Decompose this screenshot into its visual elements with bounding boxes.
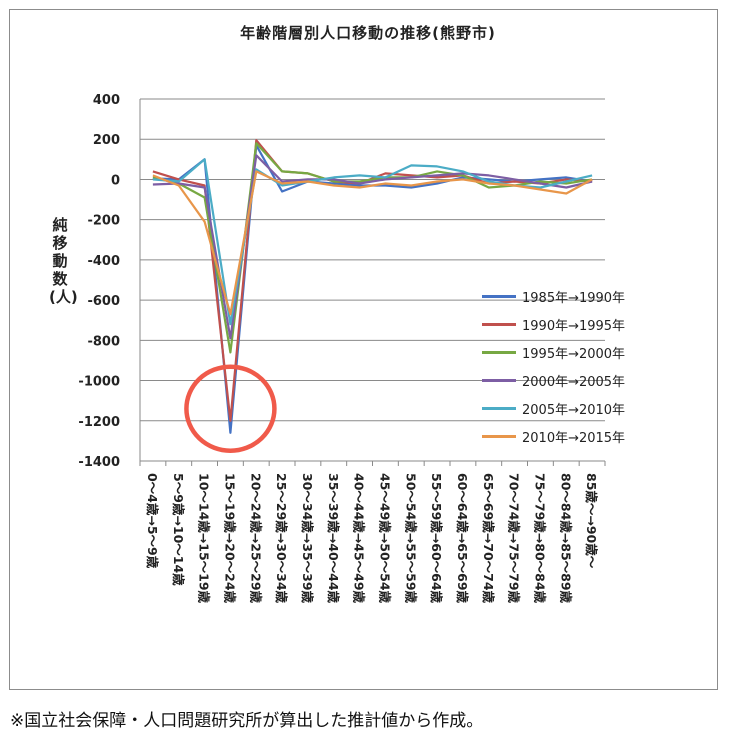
- legend-label: 2000年→2005年: [522, 374, 626, 390]
- y-tick-label: -1000: [78, 375, 120, 390]
- x-tick-label: 10～14歳→15～19歳: [197, 473, 212, 604]
- legend-swatch: [482, 406, 516, 410]
- x-tick-label: 0～4歳→5～9歳: [145, 473, 160, 569]
- legend-item: 2010年→2015年: [482, 422, 682, 450]
- legend-item: 2005年→2010年: [482, 394, 682, 422]
- legend-label: 1985年→1990年: [522, 290, 626, 306]
- legend-item: 1995年→2000年: [482, 338, 682, 366]
- legend-item: 1990年→1995年: [482, 310, 682, 338]
- x-tick-label: 5～9歳→10～14歳: [171, 473, 186, 586]
- chart-title: 年齢階層別人口移動の推移(熊野市): [240, 24, 496, 42]
- legend-label: 2005年→2010年: [522, 402, 626, 418]
- legend-swatch: [482, 434, 516, 438]
- y-tick-label: -600: [87, 294, 120, 309]
- x-tick-label: 80～84歳→85～89歳: [558, 473, 573, 604]
- y-tick-label: 400: [93, 93, 120, 108]
- x-tick-label: 65～69歳→70～74歳: [481, 473, 496, 604]
- legend-item: 1985年→1990年: [482, 282, 682, 310]
- x-tick-label: 70～74歳→75～79歳: [507, 473, 522, 604]
- y-tick-label: -400: [87, 254, 120, 269]
- footnote: ※国立社会保障・人口問題研究所が算出した推計値から作成。: [10, 711, 484, 731]
- highlight-circle: [184, 364, 277, 453]
- x-tick-label: 45～49歳→50～54歳: [377, 473, 392, 604]
- x-tick-label: 20～24歳→25～29歳: [248, 473, 263, 604]
- legend: 1985年→1990年 1990年→1995年 1995年→2000年 2000…: [482, 282, 682, 450]
- x-tick-label: 75～79歳→80～84歳: [532, 473, 547, 604]
- y-tick-label: -1200: [78, 415, 120, 430]
- x-tick-label: 40～44歳→45～49歳: [352, 473, 367, 604]
- y-tick-label: -1400: [78, 455, 120, 470]
- x-tick-label: 15～19歳→20～24歳: [222, 473, 237, 604]
- legend-swatch: [482, 350, 516, 354]
- series-line: [152, 154, 593, 340]
- legend-label: 1995年→2000年: [522, 346, 626, 362]
- x-tick-label: 55～59歳→60～64歳: [429, 473, 444, 604]
- x-tick-label: 35～39歳→40～44歳: [326, 473, 341, 604]
- legend-item: 2000年→2005年: [482, 366, 682, 394]
- legend-swatch: [482, 322, 516, 326]
- y-axis-label: 純移動数(人): [49, 216, 78, 306]
- y-tick-label: -200: [87, 214, 120, 229]
- legend-label: 1990年→1995年: [522, 318, 626, 334]
- legend-swatch: [482, 378, 516, 382]
- x-tick-label: 60～64歳→65～69歳: [455, 473, 470, 604]
- x-tick-label: 25～29歳→30～34歳: [274, 473, 289, 604]
- x-tick-label: 50～54歳→55～59歳: [403, 473, 418, 604]
- y-tick-label: -800: [87, 334, 120, 349]
- x-tick-label: 30～34歳→35～39歳: [300, 473, 315, 604]
- legend-label: 2010年→2015年: [522, 430, 626, 446]
- legend-swatch: [482, 294, 516, 298]
- series-line: [152, 170, 593, 316]
- y-tick-label: 200: [93, 133, 120, 148]
- chart-frame: [9, 9, 718, 690]
- x-tick-label: 85歳～→90歳～: [584, 473, 599, 569]
- y-tick-label: 0: [111, 173, 120, 188]
